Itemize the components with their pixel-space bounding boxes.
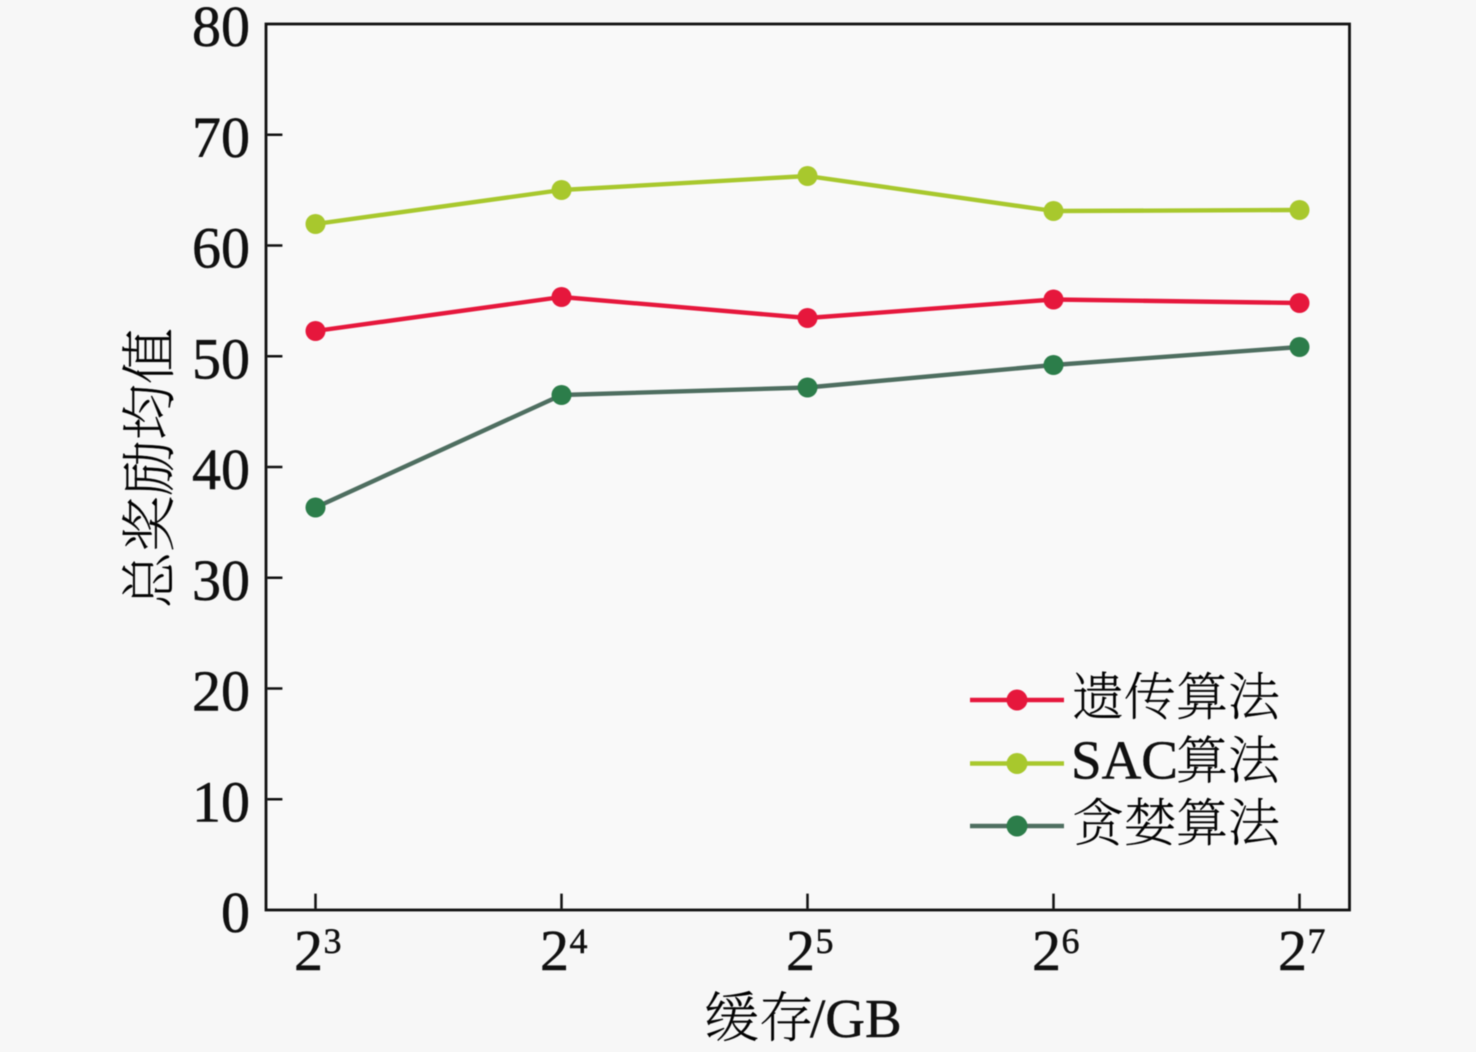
svg-text:40: 40: [192, 437, 250, 502]
svg-text:6: 6: [1062, 921, 1080, 961]
svg-text:70: 70: [192, 105, 250, 170]
svg-text:7: 7: [1308, 921, 1326, 961]
svg-text:2: 2: [1032, 918, 1061, 983]
svg-text:80: 80: [192, 0, 250, 59]
svg-text:0: 0: [221, 880, 250, 945]
svg-text:20: 20: [192, 659, 250, 724]
svg-text:2: 2: [540, 918, 569, 983]
svg-text:2: 2: [786, 918, 815, 983]
svg-text:/GB: /GB: [810, 988, 902, 1049]
svg-text:5: 5: [816, 921, 834, 961]
svg-text:60: 60: [192, 216, 250, 281]
svg-text:3: 3: [324, 921, 342, 961]
svg-text:SAC: SAC: [1071, 730, 1178, 791]
svg-text:50: 50: [192, 326, 250, 391]
svg-text:4: 4: [570, 921, 588, 961]
svg-text:2: 2: [294, 918, 323, 983]
svg-text:30: 30: [192, 548, 250, 613]
svg-text:2: 2: [1278, 918, 1307, 983]
svg-text:10: 10: [192, 769, 250, 834]
